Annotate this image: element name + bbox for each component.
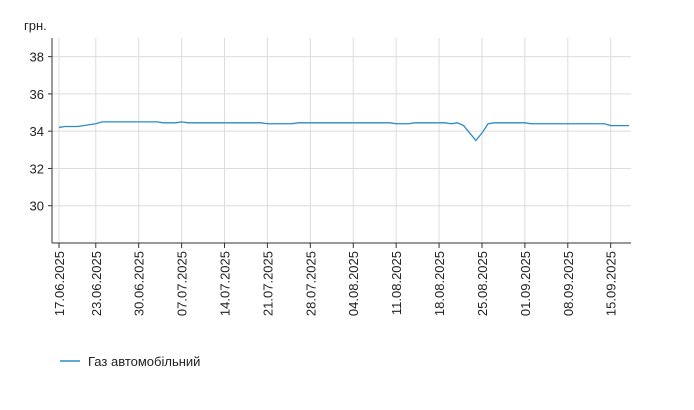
x-tick-label: 17.06.2025	[52, 251, 67, 316]
y-tick-label: 34	[30, 124, 44, 139]
y-tick-label: 36	[30, 87, 44, 102]
y-tick-label: 30	[30, 199, 44, 214]
x-tick-label: 04.08.2025	[346, 251, 361, 316]
x-tick-label: 23.06.2025	[89, 251, 104, 316]
x-tick-label: 15.09.2025	[604, 251, 619, 316]
x-tick-label: 08.09.2025	[561, 251, 576, 316]
x-tick-label: 25.08.2025	[475, 251, 490, 316]
x-tick-label: 11.08.2025	[389, 251, 404, 315]
x-tick-label: 30.06.2025	[132, 251, 147, 316]
x-tick-label: 18.08.2025	[432, 251, 447, 316]
x-tick-label: 21.07.2025	[260, 251, 275, 316]
x-tick-label: 28.07.2025	[303, 251, 318, 316]
x-tick-label: 14.07.2025	[218, 251, 233, 316]
legend-label: Газ автомобільний	[88, 354, 200, 369]
y-tick-label: 32	[30, 161, 44, 176]
y-axis-label: грн.	[24, 18, 47, 33]
y-tick-label: 38	[30, 50, 44, 65]
x-tick-label: 01.09.2025	[518, 251, 533, 316]
x-tick-label: 07.07.2025	[175, 251, 190, 316]
series-line	[58, 121, 630, 142]
